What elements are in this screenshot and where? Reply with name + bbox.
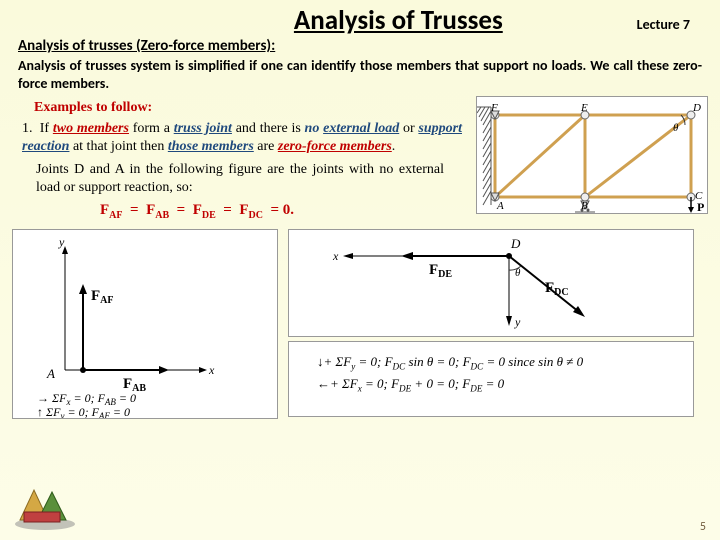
svg-text:A: A	[496, 200, 504, 212]
svg-text:D: D	[510, 236, 521, 251]
section-subtitle: Analysis of trusses (Zero-force members)…	[0, 37, 720, 55]
decorative-icon	[10, 482, 80, 532]
svg-text:x: x	[332, 249, 339, 263]
svg-text:A: A	[46, 366, 55, 381]
lecture-label: Lecture 7	[637, 16, 690, 33]
svg-text:θ: θ	[515, 267, 521, 279]
examples-heading: Examples to follow:	[12, 96, 468, 120]
svg-text:y: y	[58, 235, 65, 249]
zero-force-equation: FAF = FAB = FDE = FDC = 0.	[12, 200, 468, 225]
svg-text:x: x	[208, 363, 215, 377]
svg-text:↑ ΣFy = 0; FAF = 0: ↑ ΣFy = 0; FAF = 0	[37, 405, 130, 418]
svg-text:C: C	[695, 190, 703, 202]
page-number: 5	[700, 520, 706, 534]
svg-text:y: y	[514, 315, 521, 329]
svg-text:D: D	[692, 102, 701, 114]
truss-diagram: θ P A F E D B C	[476, 96, 708, 214]
svg-text:B: B	[581, 200, 588, 212]
svg-text:F: F	[490, 102, 498, 114]
intro-paragraph: Analysis of trusses system is simplified…	[0, 55, 720, 96]
rule-number: 1.	[22, 120, 36, 138]
svg-text:FDC: FDC	[545, 280, 569, 298]
joint-a-fbd: y x FAF FAB A → ΣFx = 0; FAB = 0 ↑ ΣFy =…	[12, 229, 278, 419]
joint-d-equations: ↓+ ΣFy = 0; FDC sin θ = 0; FDC = 0 since…	[288, 341, 694, 417]
joint-d-fbd: x y FDE FDC θ D	[288, 229, 694, 337]
svg-text:FAF: FAF	[91, 288, 114, 306]
svg-text:FDE: FDE	[429, 262, 452, 280]
rule-1: 1. If two members form a truss joint and…	[12, 120, 468, 159]
note-text: Joints D and A in the following figure a…	[12, 159, 468, 200]
page-title: Analysis of Trusses	[160, 4, 637, 37]
svg-text:E: E	[580, 102, 588, 114]
svg-text:θ: θ	[673, 122, 679, 134]
